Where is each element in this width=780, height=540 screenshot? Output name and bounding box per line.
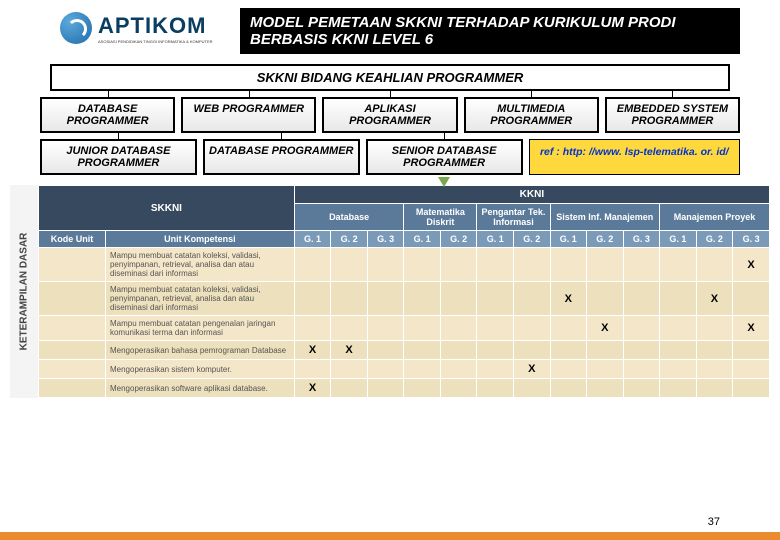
logo: APTIKOM ASOSIASI PENDIDIKAN TINGGI INFOR… [60, 8, 230, 48]
section-title: SKKNI BIDANG KEAHLIAN PROGRAMMER [50, 64, 730, 91]
footer-bar [0, 532, 780, 540]
table-row: Mampu membuat catatan koleksi, validasi,… [39, 282, 770, 316]
table-row: Mampu membuat catatan koleksi, validasi,… [39, 248, 770, 282]
logo-sub: ASOSIASI PENDIDIKAN TINGGI INFORMATIKA &… [98, 39, 213, 44]
page-title: MODEL PEMETAAN SKKNI TERHADAP KURIKULUM … [240, 8, 740, 54]
category-box: MULTIMEDIA PROGRAMMER [464, 97, 599, 133]
category-box: DATABASE PROGRAMMER [40, 97, 175, 133]
category-box: EMBEDDED SYSTEM PROGRAMMER [605, 97, 740, 133]
table-row: Mengoperasikan bahasa pemrograman Databa… [39, 341, 770, 360]
table-row: Mengoperasikan software aplikasi databas… [39, 379, 770, 398]
mapping-table: SKKNIKKNIDatabaseMatematika DiskritPenga… [38, 185, 770, 398]
logo-icon [60, 12, 92, 44]
page-number: 37 [708, 516, 720, 528]
table-row: Mengoperasikan sistem komputer.X [39, 360, 770, 379]
table-row: Mampu membuat catatan pengenalan jaringa… [39, 316, 770, 341]
subcategory-box: SENIOR DATABASE PROGRAMMER [366, 139, 523, 175]
side-label: KETERAMPILAN DASAR [10, 185, 38, 398]
ref-link: ref : http: //www. lsp-telematika. or. i… [529, 139, 740, 175]
category-box: APLIKASI PROGRAMMER [322, 97, 457, 133]
category-box: WEB PROGRAMMER [181, 97, 316, 133]
logo-name: APTIKOM [98, 13, 213, 39]
subcategory-box: DATABASE PROGRAMMER [203, 139, 360, 175]
subcategory-box: JUNIOR DATABASE PROGRAMMER [40, 139, 197, 175]
